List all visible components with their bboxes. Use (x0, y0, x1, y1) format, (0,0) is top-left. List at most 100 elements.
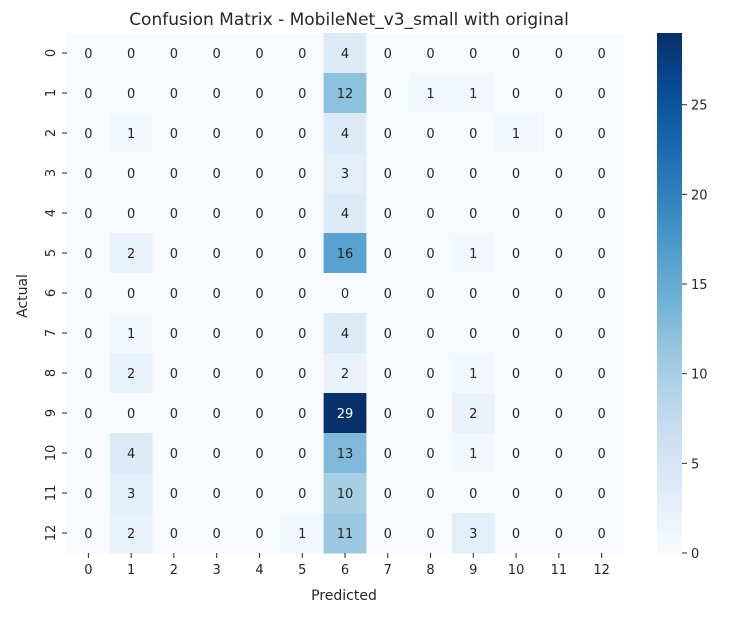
cell-value-label: 0 (555, 447, 563, 462)
heatmap-cell (152, 313, 196, 354)
heatmap-cell (109, 433, 154, 474)
heatmap-cell (409, 33, 453, 74)
cell-value-label: 0 (555, 247, 563, 262)
colorbar-tick-label: 5 (691, 457, 699, 472)
cell-value-label: 0 (512, 287, 520, 302)
heatmap-cell (366, 393, 410, 434)
heatmap-cell (195, 393, 239, 434)
cell-value-label: 10 (337, 487, 354, 502)
heatmap-cell (280, 113, 325, 154)
cell-value-label: 0 (213, 527, 221, 542)
cell-value-label: 0 (384, 367, 392, 382)
heatmap-cell (580, 353, 624, 394)
cell-value-label: 0 (597, 487, 605, 502)
heatmap-cell (67, 273, 111, 314)
cell-value-label: 0 (512, 407, 520, 422)
cell-value-label: 0 (127, 207, 135, 222)
heatmap-cell (537, 233, 581, 274)
heatmap-cell (152, 433, 196, 474)
heatmap-cell (366, 153, 410, 194)
heatmap-cell (451, 513, 496, 554)
cell-value-label: 0 (298, 287, 306, 302)
heatmap-cell (152, 473, 196, 514)
cell-value-label: 0 (255, 327, 263, 342)
heatmap-cell (280, 313, 325, 354)
cell-value-label: 2 (127, 247, 135, 262)
cell-value-label: 0 (170, 487, 178, 502)
x-tick-label: 5 (298, 563, 306, 578)
heatmap-cell (238, 273, 282, 314)
heatmap-cell (238, 33, 282, 74)
cell-value-label: 0 (213, 247, 221, 262)
cell-value-label: 0 (213, 487, 221, 502)
heatmap-cell (109, 33, 154, 74)
heatmap-cell (323, 193, 367, 234)
cell-value-label: 0 (255, 287, 263, 302)
heatmap-cell (67, 513, 111, 554)
cell-value-label: 0 (384, 487, 392, 502)
colorbar-tick-label: 0 (691, 547, 699, 562)
cell-value-label: 3 (341, 167, 349, 182)
heatmap-cell (195, 353, 239, 394)
cell-value-label: 0 (555, 327, 563, 342)
heatmap-cell (409, 433, 453, 474)
cell-value-label: 0 (384, 247, 392, 262)
heatmap-cell (238, 313, 282, 354)
cell-value-label: 0 (426, 327, 434, 342)
x-tick-label: 11 (551, 563, 568, 578)
cell-value-label: 0 (512, 447, 520, 462)
cell-value-label: 0 (84, 87, 92, 102)
cell-value-label: 0 (555, 487, 563, 502)
heatmap-cell (494, 433, 538, 474)
heatmap-cell (280, 513, 325, 554)
cell-value-label: 0 (213, 407, 221, 422)
cell-value-label: 1 (469, 447, 477, 462)
heatmap-cell (451, 353, 496, 394)
y-tick-label: 8 (44, 369, 59, 377)
heatmap-cell (366, 193, 410, 234)
heatmap-cell (67, 313, 111, 354)
y-tick-label: 7 (44, 329, 59, 337)
heatmap-cell (109, 353, 154, 394)
heatmap-cell (451, 73, 496, 114)
heatmap-cell (451, 473, 496, 514)
cell-value-label: 0 (384, 447, 392, 462)
heatmap-cell (280, 193, 325, 234)
cell-value-label: 0 (512, 327, 520, 342)
cell-value-label: 29 (337, 407, 354, 422)
x-tick-label: 3 (213, 563, 221, 578)
heatmap-cell (238, 73, 282, 114)
cell-value-label: 0 (170, 247, 178, 262)
cell-value-label: 3 (469, 527, 477, 542)
heatmap-cell (152, 273, 196, 314)
heatmap-cell (537, 73, 581, 114)
cell-value-label: 0 (84, 287, 92, 302)
heatmap-cell (323, 433, 367, 474)
heatmap-cell (280, 473, 325, 514)
heatmap-cell (280, 153, 325, 194)
cell-value-label: 0 (84, 367, 92, 382)
cell-value-label: 0 (597, 247, 605, 262)
cell-value-label: 12 (337, 87, 354, 102)
cell-value-label: 3 (127, 487, 135, 502)
heatmap-cell (537, 153, 581, 194)
cell-value-label: 0 (555, 407, 563, 422)
cell-value-label: 4 (341, 207, 349, 222)
heatmap-cell (409, 313, 453, 354)
heatmap-cell (323, 33, 367, 74)
cell-value-label: 11 (337, 527, 354, 542)
cell-value-label: 0 (384, 47, 392, 62)
heatmap-cell (580, 273, 624, 314)
heatmap-cell (580, 393, 624, 434)
heatmap-cell (195, 113, 239, 154)
cell-value-label: 0 (555, 87, 563, 102)
heatmap-cell (67, 73, 111, 114)
cell-value-label: 0 (384, 87, 392, 102)
cell-value-label: 0 (512, 167, 520, 182)
cell-value-label: 0 (170, 127, 178, 142)
heatmap-cell (152, 233, 196, 274)
cell-value-label: 0 (555, 287, 563, 302)
heatmap-cell (366, 273, 410, 314)
x-tick-label: 6 (341, 563, 349, 578)
cell-value-label: 0 (298, 407, 306, 422)
